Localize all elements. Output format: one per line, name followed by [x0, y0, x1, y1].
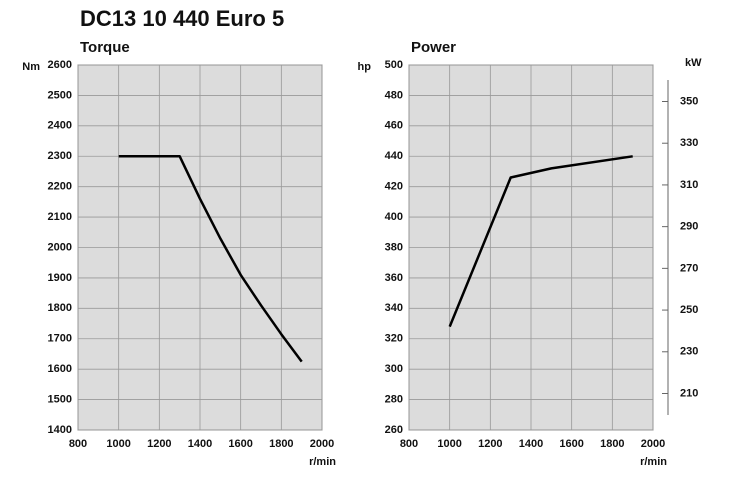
- y2-tick-label: 290: [680, 221, 698, 233]
- x-tick-label: 1200: [147, 438, 171, 450]
- y-tick-label: 2600: [48, 59, 72, 71]
- y-tick-label: 340: [385, 302, 403, 314]
- y2-tick-label: 250: [680, 304, 698, 316]
- y-unit: Nm: [22, 61, 40, 73]
- y2-tick-label: 330: [680, 137, 698, 149]
- y-tick-label: 2000: [48, 241, 72, 253]
- y-tick-label: 400: [385, 211, 403, 223]
- x-tick-label: 1400: [519, 438, 543, 450]
- y-tick-label: 500: [385, 59, 403, 71]
- y-tick-label: 280: [385, 393, 403, 405]
- x-tick-label: 1600: [559, 438, 583, 450]
- y-tick-label: 300: [385, 363, 403, 375]
- y-tick-label: 360: [385, 272, 403, 284]
- y-tick-label: 2400: [48, 120, 72, 132]
- y2-tick-label: 350: [680, 95, 698, 107]
- y-tick-label: 380: [385, 241, 403, 253]
- x-tick-label: 2000: [641, 438, 665, 450]
- y-tick-label: 2200: [48, 181, 72, 193]
- y-tick-label: 260: [385, 424, 403, 436]
- y-tick-label: 420: [385, 181, 403, 193]
- x-tick-label: 1000: [437, 438, 461, 450]
- x-tick-label: 1600: [228, 438, 252, 450]
- x-tick-label: 800: [400, 438, 418, 450]
- chart-subtitle: Torque: [80, 39, 130, 56]
- page-title: DC13 10 440 Euro 5: [80, 6, 284, 31]
- y-tick-label: 440: [385, 150, 403, 162]
- y-tick-label: 320: [385, 333, 403, 345]
- y2-tick-label: 310: [680, 179, 698, 191]
- x-tick-label: 800: [69, 438, 87, 450]
- y-tick-label: 1500: [48, 393, 72, 405]
- y2-tick-label: 230: [680, 346, 698, 358]
- chart-subtitle: Power: [411, 39, 456, 56]
- y-unit: hp: [358, 61, 372, 73]
- y-tick-label: 460: [385, 120, 403, 132]
- x-tick-label: 1800: [600, 438, 624, 450]
- y-tick-label: 2300: [48, 150, 72, 162]
- y2-unit: kW: [685, 57, 702, 69]
- y-tick-label: 2500: [48, 89, 72, 101]
- x-tick-label: 1200: [478, 438, 502, 450]
- x-tick-label: 1400: [188, 438, 212, 450]
- data-line: [448, 155, 633, 328]
- data-line: [118, 155, 303, 363]
- y-tick-label: 1700: [48, 333, 72, 345]
- x-axis-label: r/min: [640, 456, 667, 468]
- y-tick-label: 1600: [48, 363, 72, 375]
- y-tick-label: 480: [385, 89, 403, 101]
- y-tick-label: 1400: [48, 424, 72, 436]
- x-tick-label: 2000: [310, 438, 334, 450]
- y2-tick-label: 210: [680, 387, 698, 399]
- x-axis-label: r/min: [309, 456, 336, 468]
- y-tick-label: 1800: [48, 302, 72, 314]
- x-tick-label: 1800: [269, 438, 293, 450]
- y-tick-label: 2100: [48, 211, 72, 223]
- y2-tick-label: 270: [680, 262, 698, 274]
- x-tick-label: 1000: [106, 438, 130, 450]
- y-tick-label: 1900: [48, 272, 72, 284]
